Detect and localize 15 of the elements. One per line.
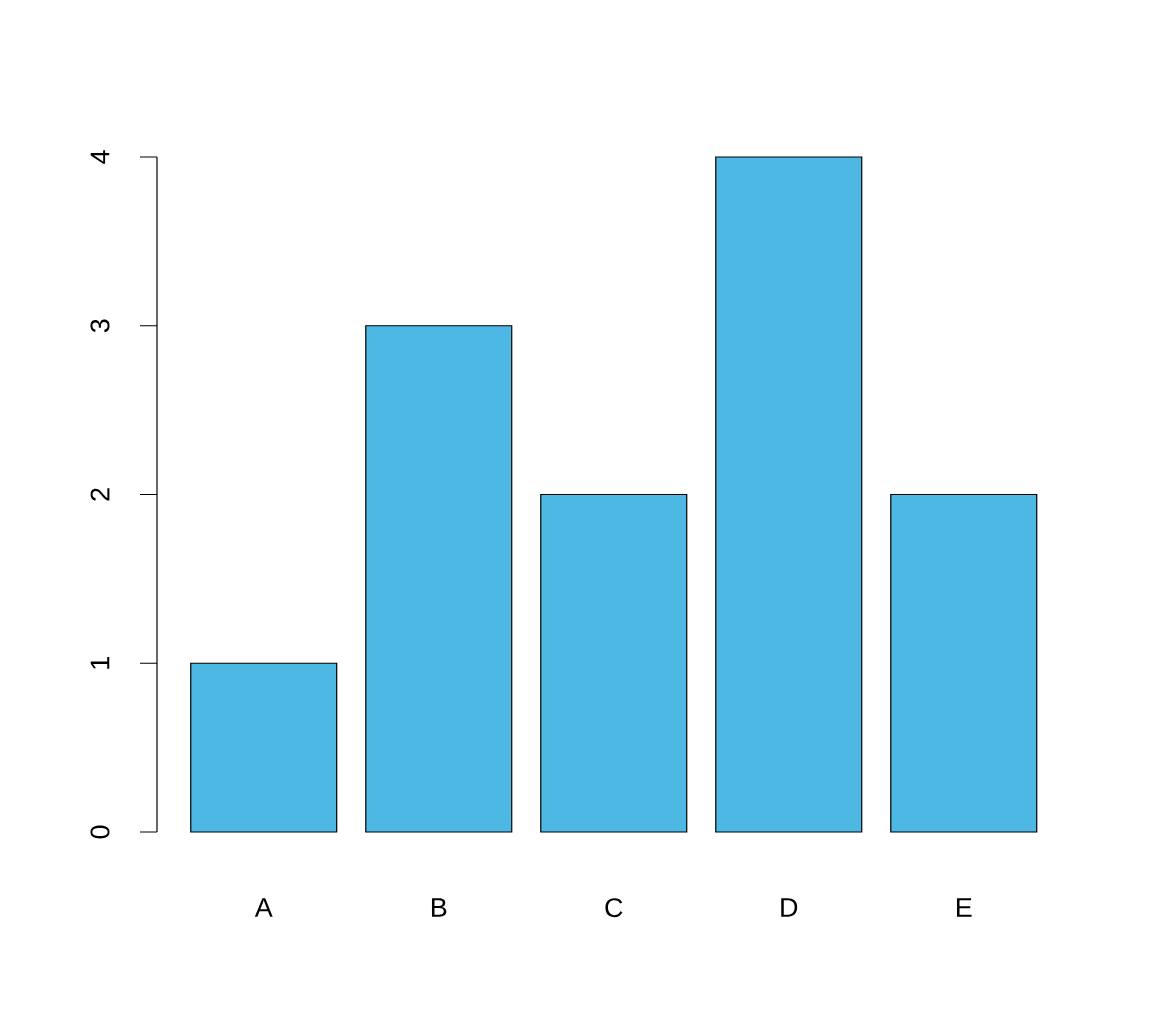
x-tick-label: C — [605, 898, 623, 918]
x-tick-label: B — [431, 898, 447, 917]
y-tick-label: 4 — [90, 150, 110, 164]
y-tick-label: 3 — [90, 319, 110, 333]
y-tick-label: 1 — [90, 657, 110, 669]
x-tick-label: D — [781, 898, 798, 917]
bar — [890, 493, 1038, 833]
y-tick-label: 2 — [90, 488, 110, 501]
bar — [190, 662, 338, 833]
bar — [365, 325, 513, 833]
bar — [540, 493, 688, 833]
x-tick-label: E — [956, 898, 972, 917]
bar — [715, 156, 863, 833]
x-tick-label: A — [254, 898, 273, 917]
y-tick-label: 0 — [90, 825, 110, 839]
